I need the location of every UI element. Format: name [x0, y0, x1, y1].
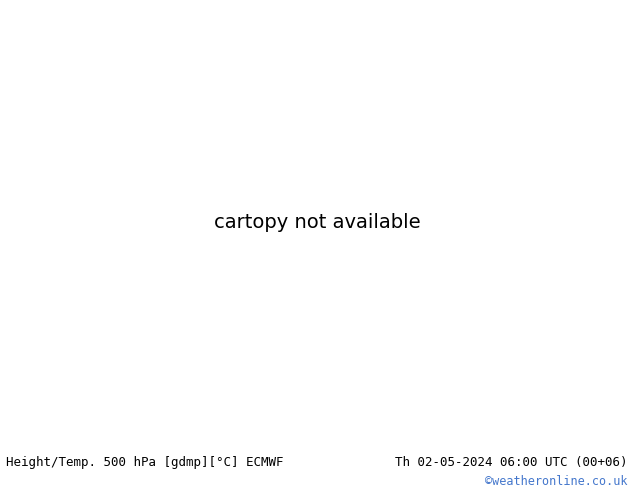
Text: cartopy not available: cartopy not available [214, 213, 420, 232]
Text: ©weatheronline.co.uk: ©weatheronline.co.uk [485, 475, 628, 489]
Text: Height/Temp. 500 hPa [gdmp][°C] ECMWF: Height/Temp. 500 hPa [gdmp][°C] ECMWF [6, 456, 284, 468]
Text: Th 02-05-2024 06:00 UTC (00+06): Th 02-05-2024 06:00 UTC (00+06) [395, 456, 628, 468]
